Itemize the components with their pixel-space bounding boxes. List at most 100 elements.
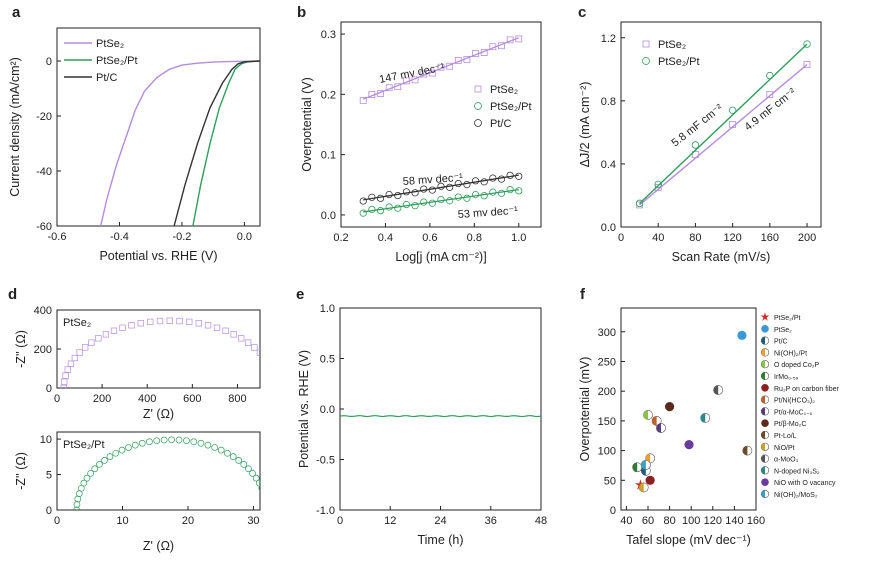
point-marker-half bbox=[652, 416, 657, 426]
data-point bbox=[258, 485, 260, 492]
x-tick-label: 1.0 bbox=[511, 232, 526, 244]
data-point bbox=[437, 195, 445, 204]
data-point bbox=[235, 457, 243, 464]
legend-label: O doped Co₂P bbox=[774, 362, 819, 369]
series-line-1 bbox=[192, 60, 260, 226]
x-tick-label: 0.4 bbox=[378, 232, 393, 244]
series-group bbox=[340, 415, 541, 418]
data-point bbox=[385, 203, 393, 211]
data-point bbox=[480, 49, 488, 56]
data-point bbox=[271, 373, 277, 379]
data-point bbox=[463, 55, 471, 63]
data-point bbox=[480, 192, 488, 200]
data-point bbox=[101, 457, 108, 464]
series-group bbox=[60, 317, 279, 391]
data-point bbox=[230, 331, 237, 338]
data-point bbox=[480, 178, 488, 186]
series-group bbox=[100, 60, 260, 226]
data-point bbox=[183, 437, 190, 445]
legend-label: Pt/Ni(HCO₃)₂ bbox=[774, 398, 815, 405]
data-point bbox=[262, 496, 268, 502]
y-tick-label: -1.0 bbox=[316, 505, 335, 517]
data-point bbox=[273, 385, 279, 391]
data-point bbox=[515, 35, 523, 43]
y-tick-label: 400 bbox=[34, 305, 52, 317]
point-marker-half bbox=[641, 460, 646, 470]
plot-frame bbox=[56, 431, 261, 511]
data-point bbox=[262, 355, 268, 361]
series-group bbox=[73, 436, 268, 510]
x-tick-label: 120 bbox=[704, 515, 722, 527]
point-marker-half bbox=[761, 395, 765, 404]
x-tick-label: 20 bbox=[182, 515, 194, 527]
data-point bbox=[394, 83, 402, 91]
x-tick-label: -0.4 bbox=[110, 231, 129, 243]
y-tick-label: 0 bbox=[46, 505, 52, 517]
data-point bbox=[138, 439, 146, 447]
data-point bbox=[437, 182, 445, 190]
y-tick-label: -60 bbox=[36, 221, 52, 233]
data-point bbox=[489, 188, 497, 196]
point-marker-half bbox=[761, 336, 765, 345]
point-marker-half bbox=[632, 462, 638, 472]
legend-label: PtSe₂ bbox=[96, 38, 124, 50]
legend-label: N-doped Ni₃S₂ bbox=[774, 468, 820, 475]
panel-letter-a: a bbox=[12, 4, 21, 21]
data-point bbox=[82, 344, 89, 351]
x-tick-label: 48 bbox=[535, 515, 547, 527]
x-tick-label: 120 bbox=[723, 232, 741, 244]
fit-line-1 bbox=[363, 188, 519, 213]
fit-line-0 bbox=[362, 37, 520, 100]
panel-b: 0.2 0.4 0.6 0.8 1.0 0.0 0.1 0.2 0.3 Log[j (mA cm⁻… bbox=[300, 21, 542, 264]
data-point bbox=[91, 465, 99, 473]
y-tick-label: 0 bbox=[610, 505, 616, 517]
y-tick-label: 0 bbox=[46, 383, 52, 395]
panel-title: PtSe₂ bbox=[63, 317, 91, 329]
data-point bbox=[635, 199, 644, 208]
data-point bbox=[195, 320, 202, 327]
data-point bbox=[255, 479, 260, 487]
x-tick-label: 80 bbox=[689, 232, 701, 244]
data-point bbox=[446, 62, 454, 70]
data-point bbox=[506, 36, 514, 44]
legend-label: Ni(OH)₂/Pt bbox=[774, 350, 807, 357]
x-axis-label: Time (h) bbox=[417, 533, 463, 547]
data-point bbox=[77, 484, 85, 492]
point-marker bbox=[761, 384, 769, 392]
data-point bbox=[197, 439, 205, 447]
y-tick-label: 0.4 bbox=[601, 159, 616, 171]
data-point bbox=[96, 461, 103, 468]
y-tick-label: 200 bbox=[34, 344, 52, 356]
data-point bbox=[498, 42, 505, 50]
y-axis-label: Potential vs. RHE (V) bbox=[297, 350, 311, 468]
y-tick-label: -0.5 bbox=[316, 455, 335, 467]
y-axis-label: Current density (mA/cm²) bbox=[8, 57, 22, 197]
data-point bbox=[160, 436, 168, 444]
x-tick-label: 160 bbox=[747, 515, 765, 527]
legend-label: PtSe₂ bbox=[774, 327, 792, 334]
legend-label: Pt/β-Mo₂C bbox=[774, 421, 806, 428]
data-point bbox=[506, 171, 514, 179]
data-point bbox=[368, 205, 376, 214]
x-axis-label: Z' (Ω) bbox=[143, 539, 174, 553]
data-point bbox=[471, 191, 480, 199]
data-point bbox=[175, 436, 183, 444]
data-point bbox=[61, 378, 68, 385]
x-tick-label: 600 bbox=[183, 393, 201, 405]
plot-frame bbox=[620, 307, 757, 511]
fit-line-2 bbox=[363, 174, 519, 201]
legend-label: Pt/α-MoC₁₋ₓ bbox=[774, 409, 813, 416]
data-point bbox=[176, 317, 183, 325]
data-point bbox=[489, 174, 497, 182]
point-marker-half bbox=[742, 445, 748, 456]
y-axis-label: ΔJ/2 (mA cm⁻²) bbox=[578, 82, 592, 168]
legend-swatch bbox=[474, 102, 482, 110]
data-point bbox=[359, 197, 367, 205]
x-tick-label: 0.6 bbox=[422, 232, 437, 244]
legend-label: NiO with O vacancy bbox=[774, 480, 836, 487]
data-point bbox=[377, 90, 384, 97]
legend-label: PtSe₂ bbox=[490, 84, 518, 96]
data-point bbox=[420, 185, 428, 193]
data-point bbox=[261, 491, 267, 497]
panel-letter-e: e bbox=[296, 286, 304, 303]
